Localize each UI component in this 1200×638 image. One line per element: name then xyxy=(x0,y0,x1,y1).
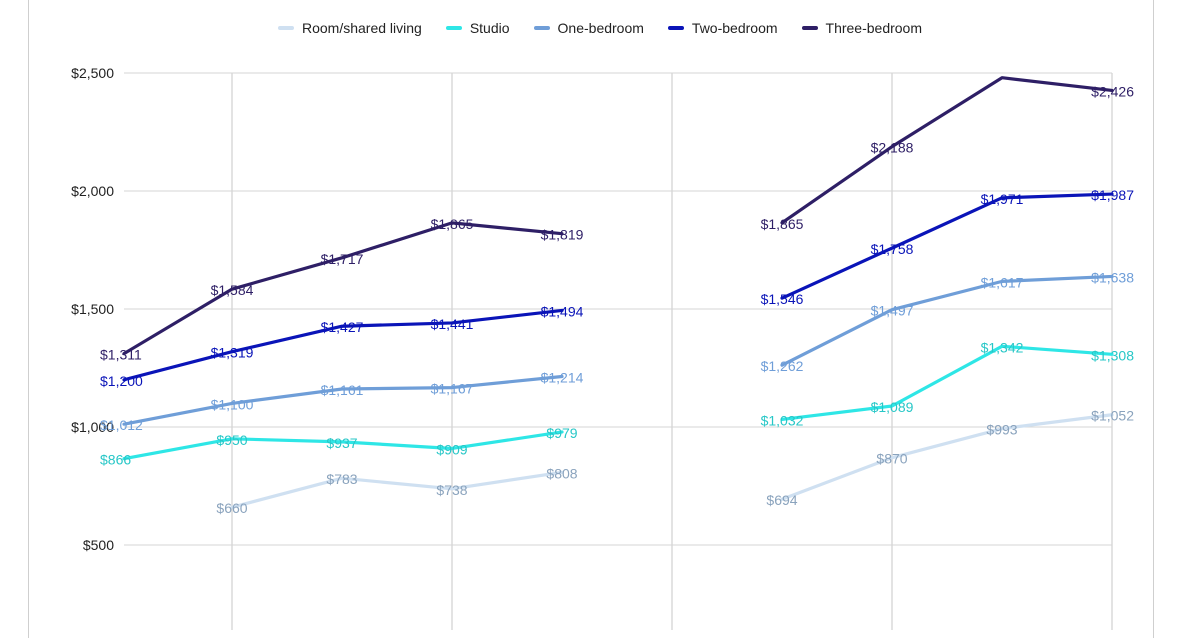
data-label: $783 xyxy=(326,471,357,487)
gridlines xyxy=(124,72,1113,630)
data-label: $1,012 xyxy=(100,417,143,433)
legend-item: Room/shared living xyxy=(277,20,422,36)
data-label: $660 xyxy=(216,500,247,516)
y-tick-label: $2,500 xyxy=(71,65,114,81)
data-label: $1,865 xyxy=(761,216,804,232)
data-label: $1,758 xyxy=(871,241,914,257)
series-line-two-bedroom xyxy=(122,308,564,382)
data-label: $808 xyxy=(546,465,577,481)
legend-swatch xyxy=(667,26,684,30)
data-label: $1,819 xyxy=(541,227,584,243)
data-label: $950 xyxy=(216,432,247,448)
data-label: $1,167 xyxy=(431,381,474,397)
data-label: $1,717 xyxy=(321,251,364,267)
data-label: $937 xyxy=(326,435,357,451)
data-label: $1,319 xyxy=(211,345,254,361)
series-line-one-bedroom xyxy=(122,374,564,426)
data-label: $1,052 xyxy=(1091,408,1134,424)
legend-item: Studio xyxy=(445,20,510,36)
data-label: $993 xyxy=(986,422,1017,438)
data-label: $1,865 xyxy=(431,216,474,232)
series-lines xyxy=(122,76,1114,509)
data-label: $1,638 xyxy=(1091,269,1134,285)
series-line-room-shared-living xyxy=(780,413,1114,501)
data-label: $1,342 xyxy=(981,339,1024,355)
legend-label: Three-bedroom xyxy=(825,20,923,36)
data-label: $1,617 xyxy=(981,274,1024,290)
data-label: $1,427 xyxy=(321,319,364,335)
data-label: $2,426 xyxy=(1091,83,1134,99)
data-label: $1,032 xyxy=(761,412,804,428)
y-tick-label: $1,000 xyxy=(71,419,114,435)
legend-item: Two-bedroom xyxy=(667,20,778,36)
legend-label: Studio xyxy=(469,20,510,36)
data-label: $1,161 xyxy=(321,382,364,398)
legend-label: Two-bedroom xyxy=(691,20,778,36)
data-label: $866 xyxy=(100,452,131,468)
legend-item: Three-bedroom xyxy=(801,20,923,36)
data-label: $738 xyxy=(436,482,467,498)
data-label: $979 xyxy=(546,425,577,441)
legend-label: Room/shared living xyxy=(301,20,422,36)
series-line-two-bedroom xyxy=(780,192,1114,300)
data-label: $694 xyxy=(766,492,797,508)
legend-swatch xyxy=(801,26,818,30)
y-tick-label: $500 xyxy=(83,537,114,553)
data-label: $1,100 xyxy=(211,396,254,412)
series-line-studio xyxy=(780,344,1114,422)
chart-frame xyxy=(28,0,1154,638)
data-label: $1,089 xyxy=(871,399,914,415)
data-label: $909 xyxy=(436,441,467,457)
data-label: $2,188 xyxy=(871,140,914,156)
data-label: $1,311 xyxy=(100,347,142,363)
data-label: $1,584 xyxy=(211,282,254,298)
data-label: $1,262 xyxy=(761,358,804,374)
data-label: $1,441 xyxy=(431,316,474,332)
series-line-studio xyxy=(122,430,564,461)
legend-label: One-bedroom xyxy=(557,20,644,36)
data-label: $1,497 xyxy=(871,303,914,319)
data-label: $1,200 xyxy=(100,373,143,389)
data-label: $1,494 xyxy=(541,303,584,319)
data-label: $1,546 xyxy=(761,291,804,307)
legend-swatch xyxy=(533,26,550,30)
series-line-room-shared-living xyxy=(230,470,564,509)
series-line-one-bedroom xyxy=(780,274,1114,367)
legend-swatch xyxy=(277,26,294,30)
data-label: $870 xyxy=(876,451,907,467)
series-line-three-bedroom xyxy=(122,221,564,356)
legend: Room/shared living Studio One-bedroom Two-b… xyxy=(0,20,1200,36)
data-label: $1,214 xyxy=(541,369,584,385)
legend-item: One-bedroom xyxy=(533,20,644,36)
y-tick-label: $1,500 xyxy=(71,301,114,317)
legend-swatch xyxy=(445,26,462,30)
y-tick-label: $2,000 xyxy=(71,183,114,199)
data-label: $1,987 xyxy=(1091,187,1134,203)
series-line-three-bedroom xyxy=(780,76,1114,225)
data-label: $1,308 xyxy=(1091,347,1134,363)
data-labels: $660 $783 $738 $808 $694 $870 $993 $1,052 $866 $9… xyxy=(100,83,1134,516)
data-label: $1,971 xyxy=(981,191,1024,207)
